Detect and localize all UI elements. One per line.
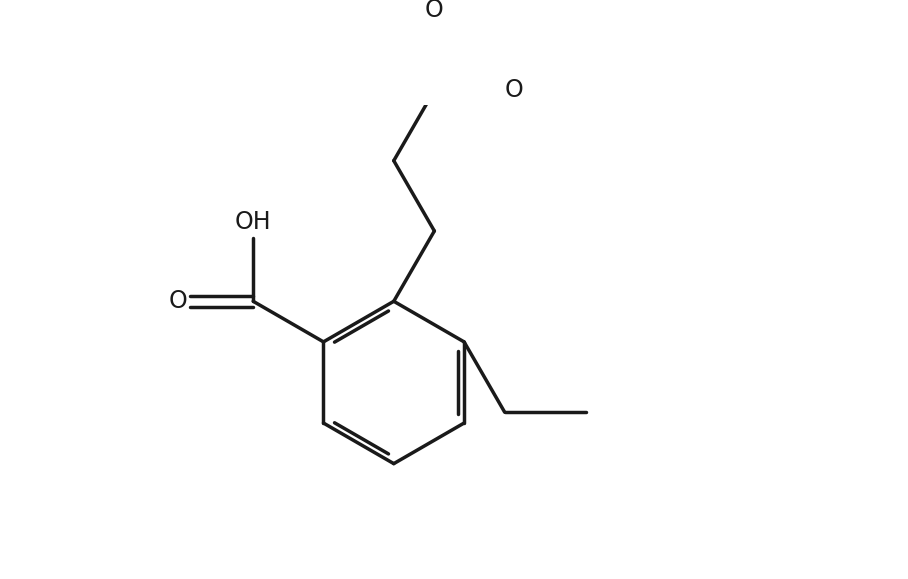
Text: O: O xyxy=(169,290,188,313)
Text: OH: OH xyxy=(235,210,271,234)
Text: O: O xyxy=(505,78,524,102)
Text: O: O xyxy=(425,0,444,23)
